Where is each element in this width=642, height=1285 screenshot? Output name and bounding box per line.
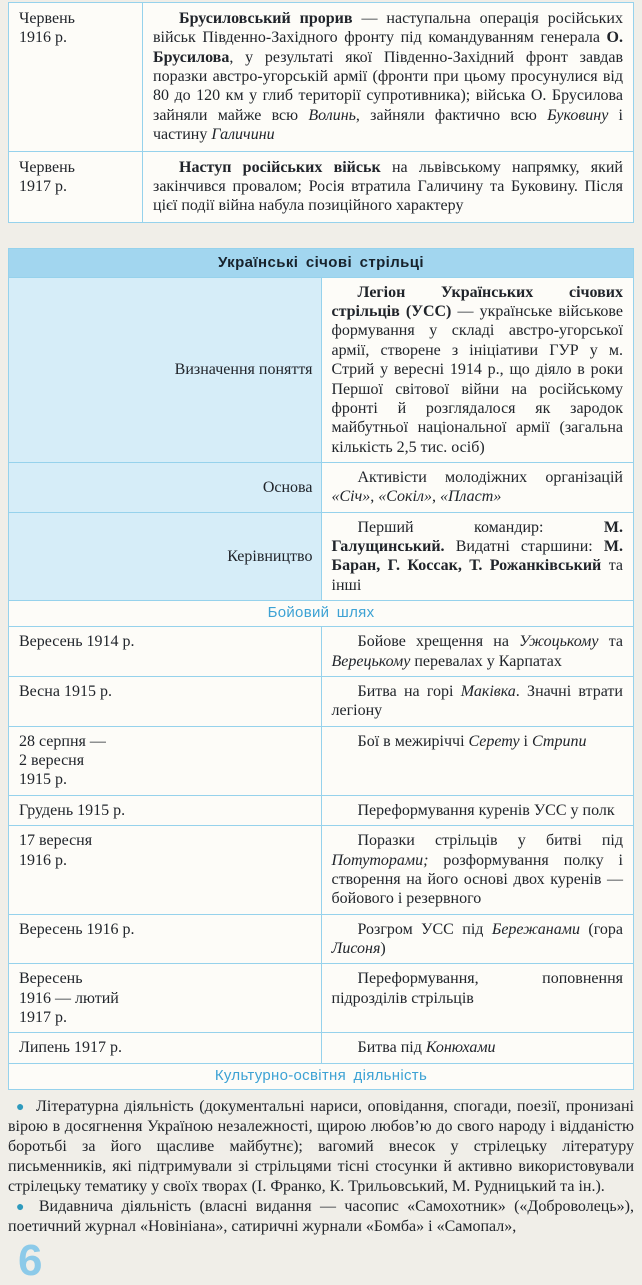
table-row: Грудень 1915 р. Переформування куренів У… bbox=[8, 794, 634, 827]
row-label-cell: Керівництво bbox=[8, 511, 322, 602]
section-header-row: Бойовий шлях bbox=[8, 600, 634, 628]
list-item: ● Літературна діяльність (документальні н… bbox=[8, 1097, 634, 1197]
table-row: Вересень 1916 — лютий 1917 р. Переформув… bbox=[8, 963, 634, 1034]
table-row: Керівництво Перший командир: М. Галущинс… bbox=[8, 511, 634, 602]
bullet-icon: ● bbox=[16, 1199, 29, 1215]
event-description-cell: Переформування куренів УСС у полк bbox=[320, 794, 634, 827]
date-cell: Вересень 1914 р. bbox=[8, 626, 322, 677]
event-description-cell: Поразки стрільців у битві під Потуторами… bbox=[320, 825, 634, 915]
event-description-cell: Битва на горі Маківка. Значні втрати лег… bbox=[320, 675, 634, 727]
list-item-text: Видавнича діяльність (власні видання — ч… bbox=[8, 1197, 634, 1235]
brusilov-events-table: Червень 1916 р. Брусиловський прорив — н… bbox=[8, 2, 634, 223]
list-item: ● Видавнича діяльність (власні видання — … bbox=[8, 1197, 634, 1237]
list-item-text: Літературна діяльність (документальні на… bbox=[8, 1097, 634, 1195]
date-cell: 28 серпня — 2 вересня 1915 р. bbox=[8, 725, 322, 796]
date-cell: Липень 1917 р. bbox=[8, 1032, 322, 1064]
date-cell: Грудень 1915 р. bbox=[8, 794, 322, 827]
row-label-cell: Основа bbox=[8, 461, 322, 513]
section-title-combat-path: Бойовий шлях bbox=[8, 600, 634, 628]
table-row: Основа Активісти молодіжних організацій … bbox=[8, 461, 634, 513]
table-row: 28 серпня — 2 вересня 1915 р. Бої в межи… bbox=[8, 725, 634, 796]
cultural-activity-list: ● Літературна діяльність (документальні н… bbox=[8, 1097, 634, 1237]
table-row: Липень 1917 р. Битва під Конюхами bbox=[8, 1032, 634, 1064]
event-description-cell: Бойове хрещення на Ужоцькому та Верецько… bbox=[320, 626, 634, 677]
date-cell: Вересень 1916 — лютий 1917 р. bbox=[8, 963, 322, 1034]
table-title-row: Українські січові стрільці bbox=[8, 247, 634, 278]
basis-cell: Активісти молодіжних організацій «Січ», … bbox=[320, 461, 634, 513]
table-row: Весна 1915 р. Битва на горі Маківка. Зна… bbox=[8, 675, 634, 727]
table-row: 17 вересня 1916 р. Поразки стрільців у б… bbox=[8, 825, 634, 915]
date-cell: Вересень 1916 р. bbox=[8, 913, 322, 965]
section-header-row: Культурно-освітня діяльність bbox=[8, 1062, 634, 1090]
event-description-cell: Розгром УСС під Бережанами (гора Лисоня) bbox=[320, 913, 634, 965]
definition-cell: Легіон Українських січових стрільців (УС… bbox=[320, 276, 634, 463]
event-description-cell: Брусиловський прорив — наступальна опера… bbox=[142, 2, 634, 152]
leadership-cell: Перший командир: М. Галущинський. Видатн… bbox=[320, 511, 634, 602]
event-description-cell: Переформування, поповнення підрозділів с… bbox=[320, 963, 634, 1034]
row-label-cell: Визначення поняття bbox=[8, 276, 322, 463]
table-row: Вересень 1916 р. Розгром УСС під Бережан… bbox=[8, 913, 634, 965]
table-row: Вересень 1914 р. Бойове хрещення на Ужоц… bbox=[8, 626, 634, 677]
event-description-cell: Наступ російських військ на львівському … bbox=[142, 150, 634, 223]
table-row: Червень 1916 р. Брусиловський прорив — н… bbox=[8, 2, 634, 152]
bullet-icon: ● bbox=[16, 1099, 27, 1115]
page-number: 6 bbox=[18, 1235, 43, 1285]
table-title: Українські січові стрільці bbox=[8, 247, 634, 278]
event-description-cell: Бої в межиріччі Серету і Стрипи bbox=[320, 725, 634, 796]
table-row: Червень 1917 р. Наступ російських військ… bbox=[8, 150, 634, 223]
section-title-cultural-activity: Культурно-освітня діяльність bbox=[8, 1062, 634, 1090]
date-cell: Червень 1916 р. bbox=[8, 2, 143, 152]
date-cell: Весна 1915 р. bbox=[8, 675, 322, 727]
table-row: Визначення поняття Легіон Українських сі… bbox=[8, 276, 634, 463]
event-description-cell: Битва під Конюхами bbox=[320, 1032, 634, 1064]
date-cell: 17 вересня 1916 р. bbox=[8, 825, 322, 915]
sich-riflemen-table: Українські січові стрільці Визначення по… bbox=[8, 247, 634, 1090]
date-cell: Червень 1917 р. bbox=[8, 150, 143, 223]
